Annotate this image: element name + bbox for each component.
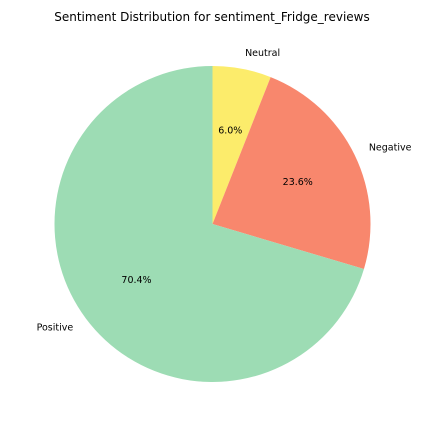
pie-slice-positive: [54, 66, 364, 382]
slice-percent-positive: 70.4%: [121, 275, 151, 286]
slice-label-neutral: Neutral: [245, 48, 280, 59]
pie-slices: [54, 66, 371, 382]
slice-percent-negative: 23.6%: [283, 177, 313, 188]
chart-title: Sentiment Distribution for sentiment_Fri…: [54, 10, 370, 24]
pie-labels: Neutral 6.0% Negative 23.6% Positive 70.4%: [37, 48, 412, 334]
pie-slice-neutral: [212, 66, 271, 224]
slice-label-negative: Negative: [369, 143, 412, 154]
pie-slice-negative: [212, 77, 371, 270]
slice-label-positive: Positive: [37, 322, 74, 333]
slice-percent-neutral: 6.0%: [218, 125, 242, 136]
